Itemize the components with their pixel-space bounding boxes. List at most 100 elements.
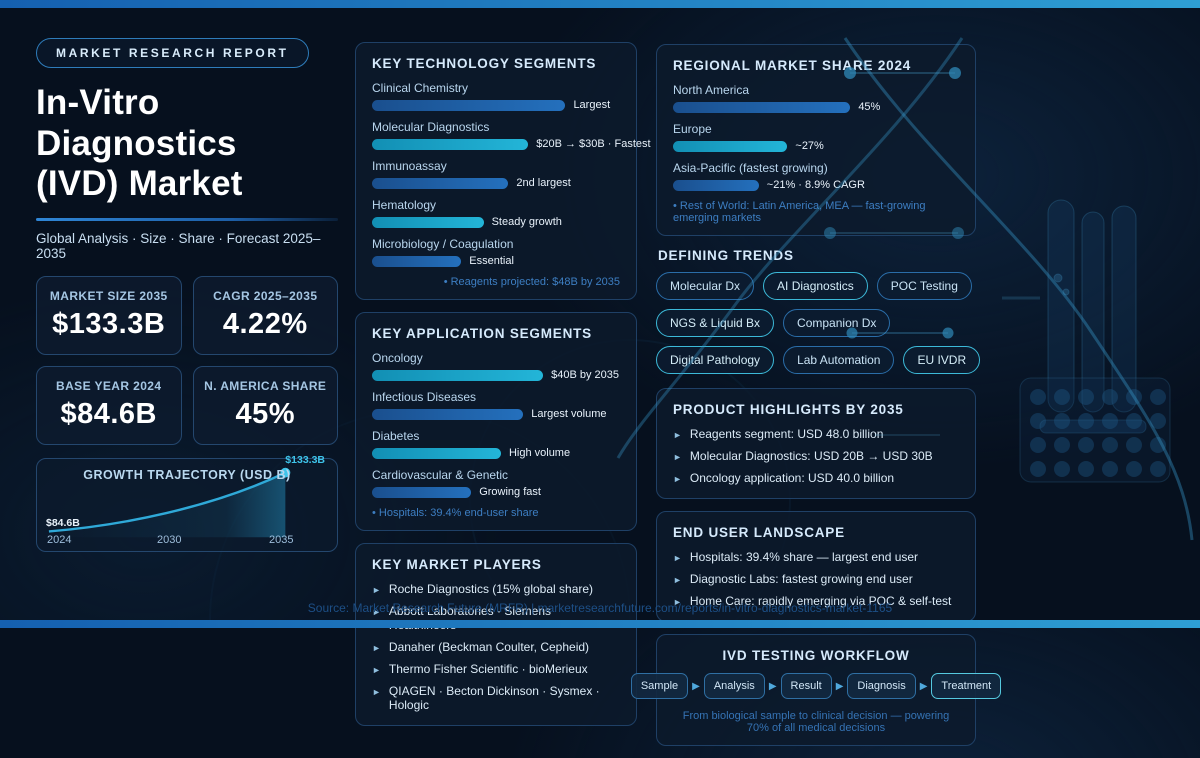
technology-segments-panel: KEY TECHNOLOGY SEGMENTS Clinical Chemist… xyxy=(355,42,651,300)
player-text: Danaher (Beckman Coulter, Cepheid) xyxy=(388,640,590,654)
segment-label: Microbiology / Coagulation xyxy=(372,237,514,251)
player-item: ► Danaher (Beckman Coulter, Cepheid) xyxy=(372,640,620,654)
segment-label: North America xyxy=(673,83,750,97)
segment-label: Hematology xyxy=(372,198,437,212)
market-players-panel: KEY MARKET PLAYERS ► Roche Diagnostics (1… xyxy=(355,543,637,726)
workflow-step: Treatment xyxy=(931,673,1002,699)
flow-arrow-icon: ▶ xyxy=(919,680,928,692)
end-user-item: ► Home Care: rapidly emerging via POC & s… xyxy=(673,594,959,608)
segment-row: Asia-Pacific (fastest growing) ~21% · 8.… xyxy=(673,161,959,191)
panel-title: IVD TESTING WORKFLOW xyxy=(722,648,910,663)
panel-title: KEY TECHNOLOGY SEGMENTS xyxy=(372,56,597,71)
segment-note: Essential xyxy=(469,255,514,267)
workflow-caption: From biological sample to clinical decis… xyxy=(682,710,950,734)
segment-note: Largest xyxy=(573,99,611,111)
player-text: QIAGEN · Becton Dickinson · Sysmex · Hol… xyxy=(388,684,600,712)
segment-bar xyxy=(372,486,472,498)
highlight-item: ► Reagents segment: USD 48.0 billion xyxy=(673,427,959,441)
arrow-bullet-icon: ► xyxy=(673,452,682,462)
arrow-bullet-icon: ► xyxy=(673,597,682,607)
arrow-bullet-icon: ► xyxy=(372,585,381,595)
regional-share-panel: REGIONAL MARKET SHARE 2024 North America… xyxy=(656,44,976,236)
segment-row: Microbiology / Coagulation Essential xyxy=(372,237,620,267)
segment-note: Steady growth xyxy=(491,216,562,228)
trend-chip: POC Testing xyxy=(876,272,972,300)
application-segments-panel: KEY APPLICATION SEGMENTS Oncology $40B b… xyxy=(355,312,637,531)
page-title-line1: In-Vitro Diagnostics xyxy=(36,83,237,163)
segment-bar xyxy=(372,408,524,420)
left-column: MARKET RESEARCH REPORT In-Vitro Diagnost… xyxy=(36,38,338,552)
highlight-text: Molecular Diagnostics: USD 20B → USD 30B xyxy=(689,449,933,463)
segment-label: Immunoassay xyxy=(372,159,447,173)
stat-value: 45% xyxy=(235,397,296,430)
growth-start-label: $84.6B xyxy=(46,516,80,529)
panel-title: KEY APPLICATION SEGMENTS xyxy=(372,326,592,341)
segment-row: Clinical Chemistry Largest xyxy=(372,81,620,111)
growth-end-label: $133.3B xyxy=(285,453,325,466)
segment-label: Asia-Pacific (fastest growing) xyxy=(673,161,828,175)
segment-note: ~21% · 8.9% CAGR xyxy=(766,179,865,191)
segment-bar xyxy=(372,99,566,111)
panel-footnote: • Hospitals: 39.4% end-user share xyxy=(372,507,539,519)
stat-card-market-size: MARKET SIZE 2035 $133.3B xyxy=(36,275,182,355)
growth-chart-title: GROWTH TRAJECTORY (USD B) xyxy=(83,467,291,482)
segment-bar xyxy=(372,138,529,150)
segment-label: Cardiovascular & Genetic xyxy=(372,468,509,482)
stat-label: BASE YEAR 2024 xyxy=(56,378,162,393)
page-title-line2: (IVD) Market xyxy=(36,164,243,204)
arrow-bullet-icon: ► xyxy=(673,430,682,440)
product-highlights-panel: PRODUCT HIGHLIGHTS BY 2035 ► Reagents seg… xyxy=(656,388,976,499)
panel-footnote: • Reagents projected: $48B by 2035 xyxy=(443,276,620,288)
source-attribution: Source: Market Research Future (MRFR) | … xyxy=(307,601,893,615)
workflow-step: Diagnosis xyxy=(847,673,916,699)
segment-row: North America 45% xyxy=(673,83,959,113)
trend-chip: Molecular Dx xyxy=(656,272,755,300)
player-text: Thermo Fisher Scientific · bioMerieux xyxy=(388,662,588,676)
arrow-bullet-icon: ► xyxy=(673,474,682,484)
panel-footnote: • Rest of World: Latin America, MEA — fa… xyxy=(673,200,926,224)
stat-value: 4.22% xyxy=(222,307,308,340)
trend-chips: Molecular Dx AI Diagnostics POC Testing … xyxy=(656,272,1004,374)
player-item: ► Thermo Fisher Scientific · bioMerieux xyxy=(372,662,620,676)
stat-card-na-share: N. AMERICA SHARE 45% xyxy=(192,365,338,445)
microplate-illustration xyxy=(1019,377,1171,483)
player-text: Roche Diagnostics (15% global share) xyxy=(388,582,594,596)
flow-arrow-icon: ▶ xyxy=(692,680,700,692)
segment-note: Growing fast xyxy=(479,486,541,498)
panel-title: PRODUCT HIGHLIGHTS BY 2035 xyxy=(673,402,904,417)
segment-bar xyxy=(673,179,759,191)
x-tick: 2024 xyxy=(47,533,72,546)
stat-card-cagr: CAGR 2025–2035 4.22% xyxy=(192,275,338,355)
growth-line xyxy=(48,471,286,533)
segment-label: Oncology xyxy=(372,351,423,365)
growth-line-svg xyxy=(48,467,291,538)
growth-area xyxy=(48,472,286,538)
end-user-item: ► Diagnostic Labs: fastest growing end us… xyxy=(673,572,959,586)
workflow-step: Analysis xyxy=(703,673,765,699)
segment-bar xyxy=(372,216,484,228)
trend-chip: Companion Dx xyxy=(783,309,891,337)
page-subtitle: Global Analysis · Size · Share · Forecas… xyxy=(36,230,321,261)
segment-row: Immunoassay 2nd largest xyxy=(372,159,620,189)
workflow-steps: Sample ▶ Analysis ▶ Result ▶ Diagnosis ▶… xyxy=(630,673,1002,699)
segment-bar xyxy=(673,140,788,152)
x-tick: 2035 xyxy=(269,533,294,546)
growth-trajectory-chart: GROWTH TRAJECTORY (USD B) $84.6B $133.3B… xyxy=(36,454,338,552)
end-user-text: Home Care: rapidly emerging via POC & se… xyxy=(689,594,952,608)
trend-chip: AI Diagnostics xyxy=(763,272,868,300)
end-user-text: Diagnostic Labs: fastest growing end use… xyxy=(689,572,913,586)
stat-label: N. AMERICA SHARE xyxy=(204,378,327,393)
workflow-panel: IVD TESTING WORKFLOW Sample ▶ Analysis ▶… xyxy=(630,634,1002,746)
top-accent-bar xyxy=(0,0,1200,8)
segment-bar xyxy=(372,447,501,459)
segment-note: 2nd largest xyxy=(516,177,571,189)
stat-label: MARKET SIZE 2035 xyxy=(49,288,168,303)
segment-bar xyxy=(372,255,462,267)
segment-bar xyxy=(372,369,544,381)
segment-row: Oncology $40B by 2035 xyxy=(372,351,620,381)
test-tube-rack-illustration xyxy=(1039,199,1147,434)
segment-row: Europe ~27% xyxy=(673,122,959,152)
segment-note: $40B by 2035 xyxy=(551,369,619,381)
stat-value: $84.6B xyxy=(60,397,157,430)
segment-label: Infectious Diseases xyxy=(372,390,477,404)
